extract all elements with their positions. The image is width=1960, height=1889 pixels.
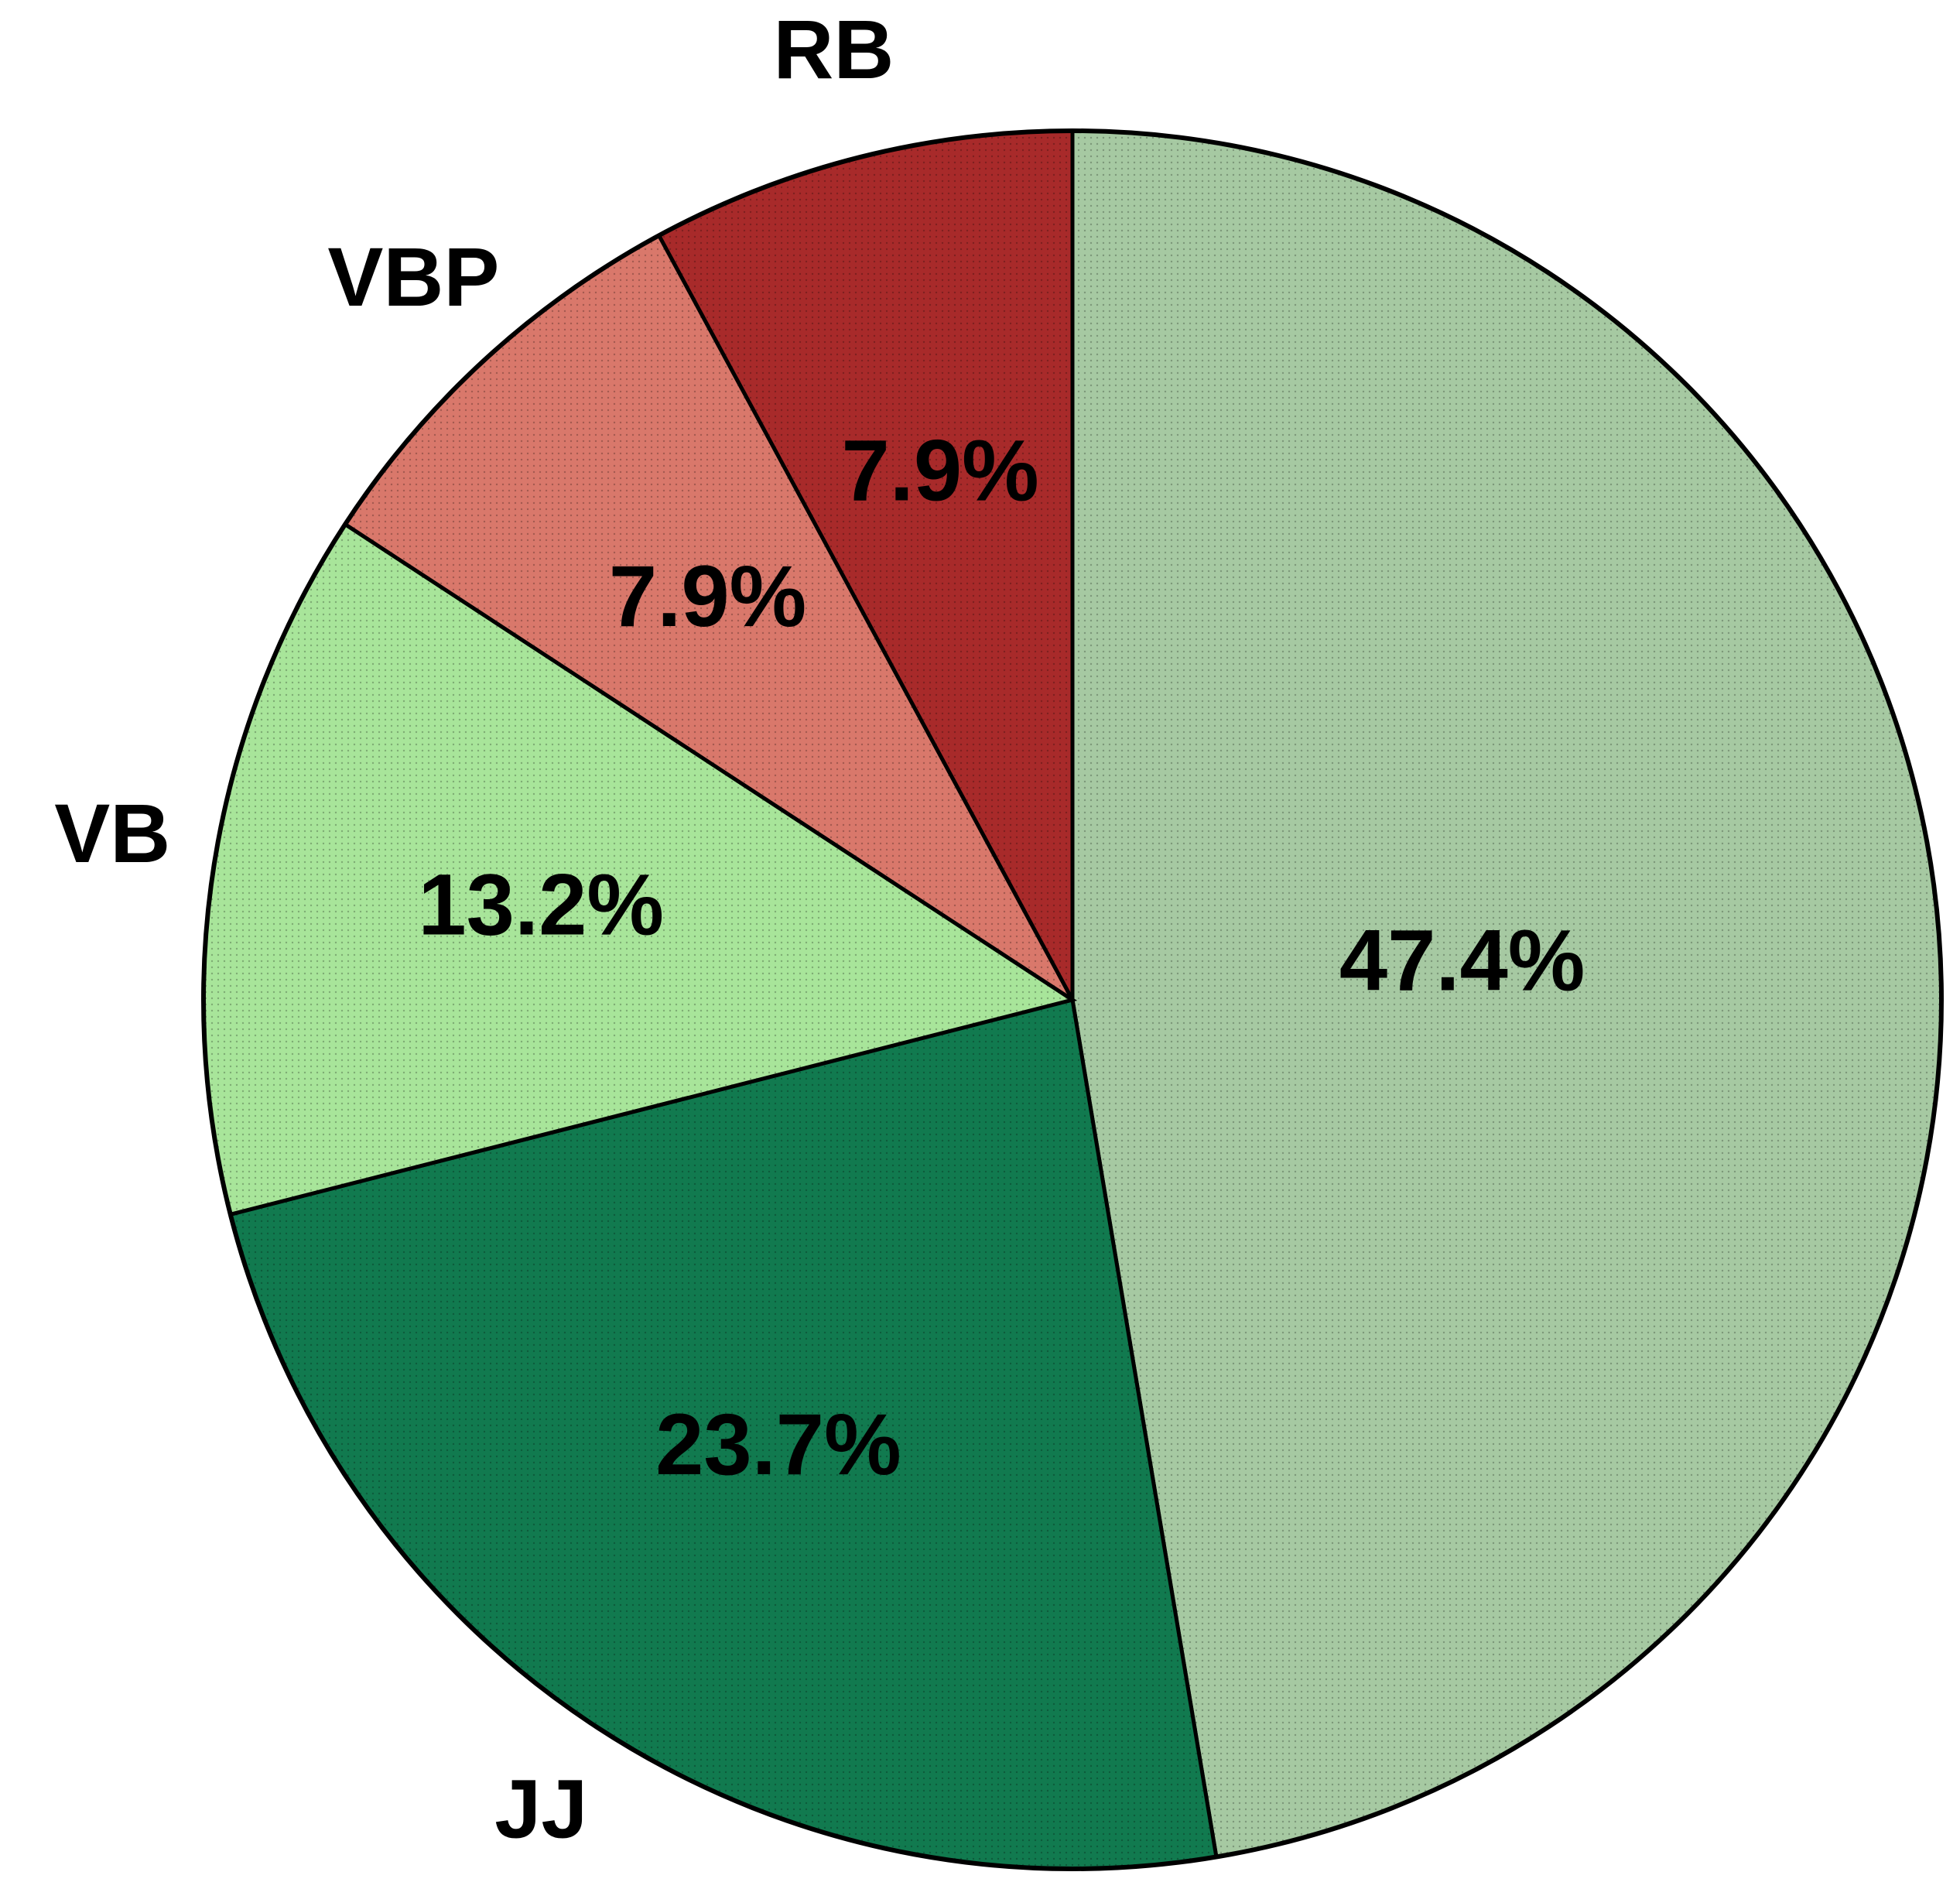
value-label: 23.7%: [655, 1396, 901, 1493]
slice-texture: [204, 524, 1072, 1215]
slice-texture: [658, 131, 1072, 1000]
category-label: JJ: [494, 1761, 587, 1855]
category-label: RB: [773, 2, 894, 96]
value-label: 7.9%: [841, 423, 1038, 519]
category-label: VBP: [327, 230, 499, 323]
slice-texture: [345, 235, 1072, 1000]
value-label: 7.9%: [609, 548, 806, 645]
pie-outline: [201, 128, 1944, 1871]
slice-texture: [230, 1000, 1216, 1869]
slice-texture: [1072, 131, 1942, 1857]
category-label: VB: [54, 786, 170, 880]
value-label: 47.4%: [1339, 912, 1585, 1009]
value-label: 13.2%: [418, 856, 664, 953]
